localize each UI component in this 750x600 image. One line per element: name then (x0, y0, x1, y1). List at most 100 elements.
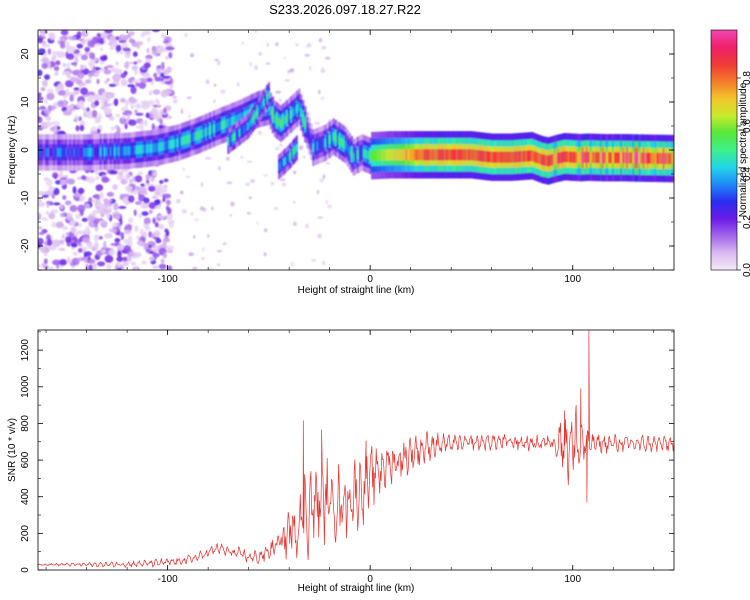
spectrogram-cell (48, 148, 52, 157)
spectrogram-cell (601, 152, 605, 164)
spectrogram-cell (53, 66, 60, 71)
spectrogram-cell (59, 148, 62, 157)
spectrogram-cell (85, 264, 89, 270)
spectrogram-cell (557, 152, 560, 164)
spectrogram-cell (264, 96, 267, 104)
spectrogram-cell (190, 133, 194, 142)
snr-frame (37, 329, 675, 571)
spectrogram-cell (62, 71, 71, 76)
spectrogram-cell (215, 123, 218, 133)
spectrogram-cell (591, 151, 595, 163)
spectrogram-cell (142, 231, 148, 238)
spectrogram-cell (316, 190, 320, 194)
spectrogram-cell (435, 149, 439, 161)
spectrogram-x-label: Height of straight line (km) (298, 285, 415, 296)
spectrogram-cell (154, 222, 159, 228)
spectrogram-cell (140, 202, 149, 209)
spectrogram-cell (67, 92, 76, 97)
spectrogram-cell (139, 228, 144, 236)
spectrogram-cell (581, 151, 584, 164)
spectrogram-cell (77, 248, 83, 253)
spectrogram-cell (106, 64, 114, 69)
spectrogram-cell (411, 149, 414, 161)
spectrogram-cell (88, 264, 93, 270)
spectrogram-cell (100, 105, 107, 111)
spectrogram-cell (263, 98, 265, 107)
spectrogram-cell (320, 140, 323, 149)
spectrogram-cell (154, 205, 161, 210)
spectrogram-cell (304, 120, 307, 129)
spectrogram-cell (60, 179, 66, 186)
spectrogram-cell (124, 34, 132, 39)
spectrogram-cell (151, 107, 157, 115)
spectrogram-cell (97, 261, 106, 267)
spectrogram-cell (93, 72, 100, 76)
spectrogram-cell (123, 229, 132, 235)
spectrogram-cell (95, 176, 101, 180)
spectrogram-cell (166, 212, 173, 220)
spectrogram-cell (70, 62, 78, 66)
spectrogram-cell (179, 190, 184, 195)
spectrogram-cell (508, 151, 512, 163)
spectrogram-cell (267, 91, 270, 99)
spectrogram-cell (59, 170, 63, 177)
spectrogram-cell (113, 147, 117, 156)
spectrogram-cell (101, 249, 106, 254)
spectrogram-cell (248, 196, 253, 199)
spectrogram-cell (196, 131, 200, 140)
spectrogram-cell (44, 148, 48, 157)
spectrogram-cell (163, 193, 172, 199)
spectrogram-cell (233, 116, 236, 125)
spectrogram-cell (284, 156, 287, 165)
spectrogram-cell (45, 178, 53, 187)
spectrogram-cell (549, 154, 552, 166)
spectrogram-cell (109, 147, 113, 156)
spectrogram-cell (258, 105, 261, 114)
spectrogram-cell (254, 65, 259, 71)
spectrogram-cell (42, 44, 51, 48)
spectrogram-cell (294, 146, 297, 154)
spectrogram-cell (360, 148, 364, 157)
spectrogram-cell (125, 146, 129, 156)
spectrogram-cell (42, 57, 50, 64)
spectrogram-cell (85, 226, 90, 235)
spectrogram-cell (66, 256, 71, 264)
spectrogram-cell (135, 201, 142, 205)
spectrogram-cell (158, 142, 161, 152)
spectrogram-cell (78, 242, 83, 248)
spectrogram-cell (38, 116, 43, 124)
spectrogram-cell (271, 110, 275, 120)
spectrogram-cell (316, 233, 323, 239)
spectrogram-cell (51, 148, 54, 157)
spectrogram-cell (52, 172, 59, 179)
spectrogram-cell (229, 214, 232, 217)
spectrogram-cell (263, 252, 267, 257)
spectrogram-cell (160, 72, 165, 77)
spectrogram-cell (59, 213, 65, 218)
spectrogram-cell (180, 137, 183, 146)
spectrogram-cell (140, 33, 146, 38)
spectrogram-cell (340, 138, 343, 147)
spectrogram-cell (266, 62, 270, 65)
spectrogram-cell (595, 151, 599, 164)
spectrogram-cell (211, 125, 214, 134)
spectrogram-cell (43, 258, 48, 265)
spectrogram-cell (140, 183, 146, 187)
spectrogram-cell (575, 151, 578, 163)
spectrogram-cell (248, 120, 251, 129)
spectrogram-cell (166, 67, 171, 72)
spectrogram-cell (38, 69, 43, 77)
spectrogram-cell (184, 135, 187, 145)
colorbar-ticks: 0.0 0.2 0.4 0.6 0.8 (737, 71, 750, 277)
spectrogram-cell (55, 148, 58, 157)
spectrogram-cell (162, 141, 165, 151)
spectrogram-cell (124, 185, 133, 192)
spectrogram-cell (138, 81, 147, 89)
spectrogram-cell (160, 258, 165, 264)
spectrogram-cell (132, 51, 138, 57)
spectrogram-cell (240, 127, 243, 136)
spectrogram-cell (393, 149, 396, 161)
spectrogram-cell (474, 149, 477, 161)
spectrogram-cell (275, 42, 279, 47)
spectrogram-cell (45, 200, 54, 205)
